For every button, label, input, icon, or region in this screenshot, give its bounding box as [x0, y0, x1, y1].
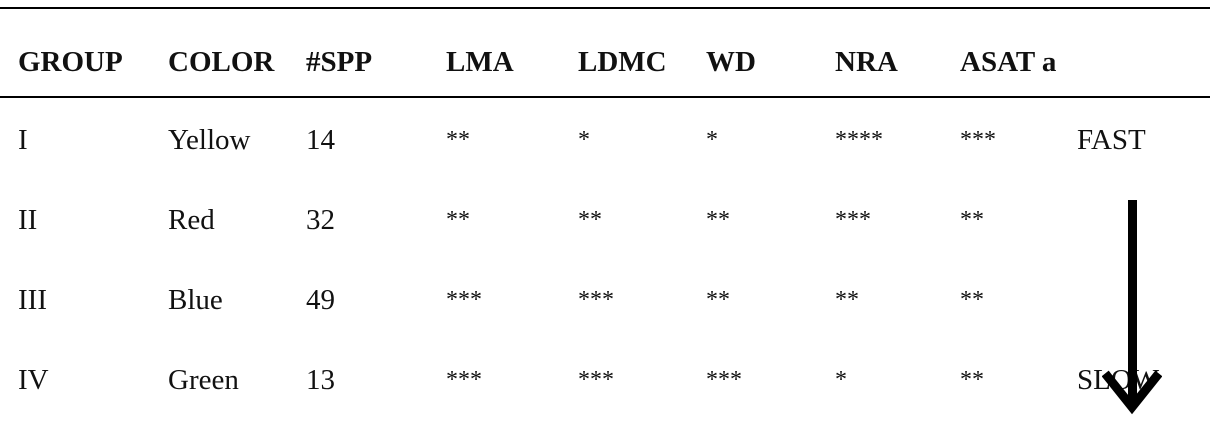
row1-color: Yellow [168, 124, 251, 156]
arrow-down-icon [1102, 200, 1162, 415]
row1-spp: 14 [306, 124, 335, 156]
header-asat: ASAT a [960, 46, 1057, 78]
header-wd: WD [706, 46, 756, 78]
header-rule [0, 96, 1210, 98]
row4-nra: * [835, 367, 847, 393]
header-nra: NRA [835, 46, 898, 78]
row3-spp: 49 [306, 284, 335, 316]
row4-spp: 13 [306, 364, 335, 396]
row4-asat: ** [960, 367, 984, 393]
header-spp: #SPP [306, 46, 373, 78]
row1-lma: ** [446, 127, 470, 153]
header-ldmc: LDMC [578, 46, 667, 78]
row3-wd: ** [706, 287, 730, 313]
row1-nra: **** [835, 127, 883, 153]
row3-color: Blue [168, 284, 223, 316]
row1-ldmc: * [578, 127, 590, 153]
row1-asat: *** [960, 127, 996, 153]
row3-nra: ** [835, 287, 859, 313]
row4-group: IV [18, 364, 49, 396]
row2-color: Red [168, 204, 215, 236]
row2-group: II [18, 204, 38, 236]
header-group: GROUP [18, 46, 123, 78]
row4-wd: *** [706, 367, 742, 393]
row4-color: Green [168, 364, 239, 396]
row2-lma: ** [446, 207, 470, 233]
row1-group: I [18, 124, 28, 156]
header-lma: LMA [446, 46, 514, 78]
row4-lma: *** [446, 367, 482, 393]
header-color: COLOR [168, 46, 275, 78]
row3-group: III [18, 284, 47, 316]
row3-ldmc: *** [578, 287, 614, 313]
row2-spp: 32 [306, 204, 335, 236]
scale-fast-label: FAST [1077, 124, 1146, 156]
row2-nra: *** [835, 207, 871, 233]
row2-wd: ** [706, 207, 730, 233]
row2-ldmc: ** [578, 207, 602, 233]
top-rule [0, 7, 1210, 9]
row3-asat: ** [960, 287, 984, 313]
row4-ldmc: *** [578, 367, 614, 393]
row1-wd: * [706, 127, 718, 153]
row3-lma: *** [446, 287, 482, 313]
row2-asat: ** [960, 207, 984, 233]
